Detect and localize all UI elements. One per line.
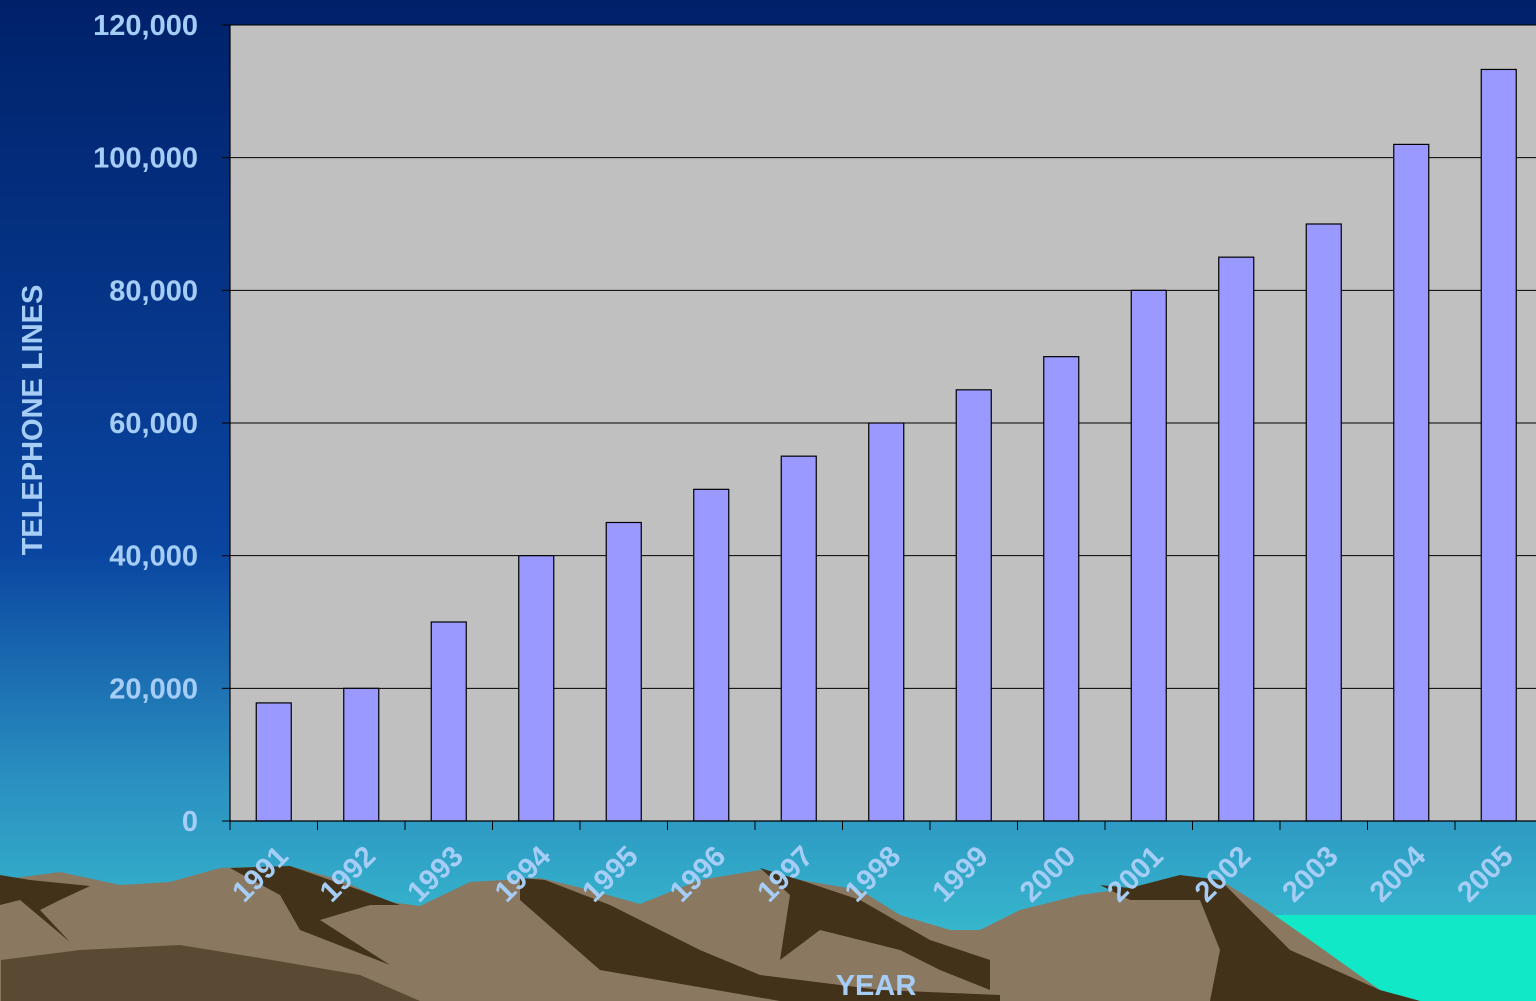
y-tick-label: 80,000 bbox=[109, 275, 198, 307]
x-tick-label-1999: 1999 bbox=[926, 840, 994, 908]
x-tick-label-1992: 1992 bbox=[314, 840, 382, 908]
bar-1999 bbox=[955, 389, 992, 822]
y-tick-label: 40,000 bbox=[109, 541, 198, 573]
y-tick-label: 100,000 bbox=[93, 143, 198, 175]
bar-1994 bbox=[518, 555, 555, 822]
y-axis-ticks: 0 20,000 40,000 60,000 80,000 100,000 120,000 bbox=[93, 10, 230, 838]
x-tick-label-2003: 2003 bbox=[1276, 840, 1344, 908]
x-tick-label-1991: 1991 bbox=[226, 840, 294, 908]
x-tick-label-2000: 2000 bbox=[1014, 840, 1082, 908]
y-tick-label: 0 bbox=[182, 806, 198, 838]
bar-1997 bbox=[780, 455, 817, 822]
bar-2002 bbox=[1218, 256, 1255, 822]
x-tick-label-1995: 1995 bbox=[576, 840, 644, 908]
y-tick-label: 20,000 bbox=[109, 673, 198, 705]
bar-1991 bbox=[255, 702, 292, 822]
bar-2004 bbox=[1393, 143, 1430, 822]
x-axis-ticks: 1991 1992 1993 1994 1995 1996 1997 1998 1999 2000… bbox=[226, 821, 1520, 909]
x-tick-label-1997: 1997 bbox=[751, 840, 819, 908]
bars bbox=[255, 68, 1517, 822]
bar-1992 bbox=[343, 687, 380, 822]
x-tick-label-1993: 1993 bbox=[401, 840, 469, 908]
y-tick-label: 120,000 bbox=[93, 10, 198, 42]
x-tick-label-1996: 1996 bbox=[664, 840, 732, 908]
bar-1998 bbox=[868, 422, 905, 822]
x-tick-label-2002: 2002 bbox=[1189, 840, 1257, 908]
x-tick-label-1994: 1994 bbox=[489, 840, 557, 908]
bar-1995 bbox=[605, 521, 642, 822]
bar-2003 bbox=[1305, 223, 1342, 822]
y-tick-label: 60,000 bbox=[109, 408, 198, 440]
bar-1996 bbox=[693, 488, 730, 822]
bar-2000 bbox=[1043, 356, 1080, 822]
x-axis-title: YEAR bbox=[836, 970, 917, 1001]
y-axis-title: TELEPHONE LINES bbox=[17, 285, 49, 556]
x-tick-label-2001: 2001 bbox=[1101, 840, 1169, 908]
bar-1993 bbox=[430, 621, 467, 822]
x-tick-label-1998: 1998 bbox=[839, 840, 907, 908]
x-tick-label-2005: 2005 bbox=[1451, 840, 1519, 908]
bar-2001 bbox=[1130, 289, 1167, 822]
bar-2005 bbox=[1480, 68, 1517, 822]
x-tick-label-2004: 2004 bbox=[1364, 840, 1432, 908]
